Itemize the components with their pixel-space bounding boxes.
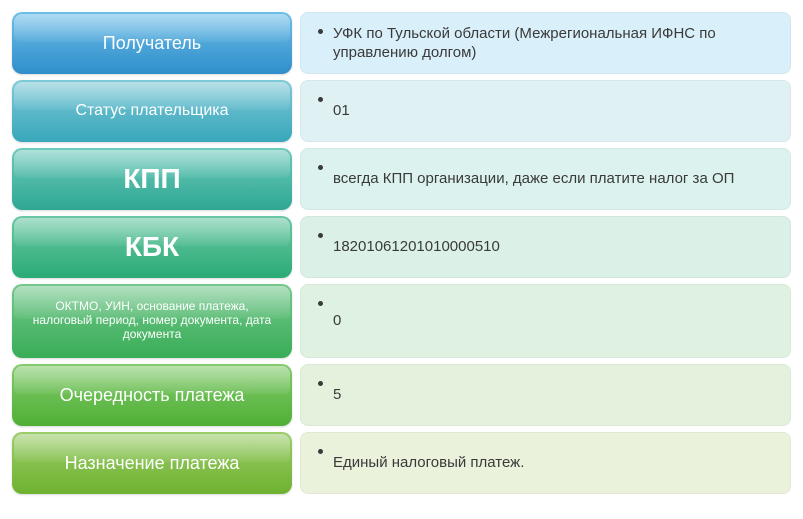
field-label-text: ОКТМО, УИН, основание платежа, налоговый… <box>26 300 278 341</box>
field-row: ОКТМО, УИН, основание платежа, налоговый… <box>12 284 791 358</box>
field-value-panel: всегда КПП организации, даже если платит… <box>300 148 791 210</box>
field-row: Очередность платежа 5 <box>12 364 791 426</box>
field-label-pill: КПП <box>12 148 292 210</box>
field-label-text: КБК <box>125 231 179 263</box>
field-label-pill: Назначение платежа <box>12 432 292 494</box>
field-value-panel: 18201061201010000510 <box>300 216 791 278</box>
field-label-text: КПП <box>123 163 180 195</box>
field-value-panel: 0 <box>300 284 791 358</box>
field-value-panel: 5 <box>300 364 791 426</box>
field-label-pill: Статус плательщика <box>12 80 292 142</box>
tax-fields-diagram: Получатель УФК по Тульской области (Межре… <box>12 12 791 494</box>
field-value-text: 18201061201010000510 <box>333 237 500 257</box>
bullet-icon <box>318 301 323 306</box>
field-value-text: 0 <box>333 311 341 331</box>
field-label-pill: КБК <box>12 216 292 278</box>
field-label-pill: ОКТМО, УИН, основание платежа, налоговый… <box>12 284 292 358</box>
bullet-icon <box>318 29 323 34</box>
field-value-panel: 01 <box>300 80 791 142</box>
bullet-icon <box>318 233 323 238</box>
field-row: Назначение платежа Единый налоговый плате… <box>12 432 791 494</box>
field-value-text: Единый налоговый платеж. <box>333 453 524 473</box>
field-label-text: Статус плательщика <box>75 102 228 120</box>
field-label-text: Очередность платежа <box>60 385 245 406</box>
field-value-text: УФК по Тульской области (Межрегиональная… <box>333 24 777 63</box>
bullet-icon <box>318 97 323 102</box>
field-row: Получатель УФК по Тульской области (Межре… <box>12 12 791 74</box>
field-label-text: Назначение платежа <box>65 453 240 474</box>
field-row: КБК 18201061201010000510 <box>12 216 791 278</box>
field-row: КПП всегда КПП организации, даже если пла… <box>12 148 791 210</box>
field-value-text: всегда КПП организации, даже если платит… <box>333 169 734 189</box>
bullet-icon <box>318 381 323 386</box>
field-label-pill: Получатель <box>12 12 292 74</box>
field-label-text: Получатель <box>103 33 201 54</box>
field-value-panel: УФК по Тульской области (Межрегиональная… <box>300 12 791 74</box>
bullet-icon <box>318 449 323 454</box>
field-value-text: 01 <box>333 101 350 121</box>
field-label-pill: Очередность платежа <box>12 364 292 426</box>
field-row: Статус плательщика 01 <box>12 80 791 142</box>
field-value-panel: Единый налоговый платеж. <box>300 432 791 494</box>
bullet-icon <box>318 165 323 170</box>
field-value-text: 5 <box>333 385 341 405</box>
